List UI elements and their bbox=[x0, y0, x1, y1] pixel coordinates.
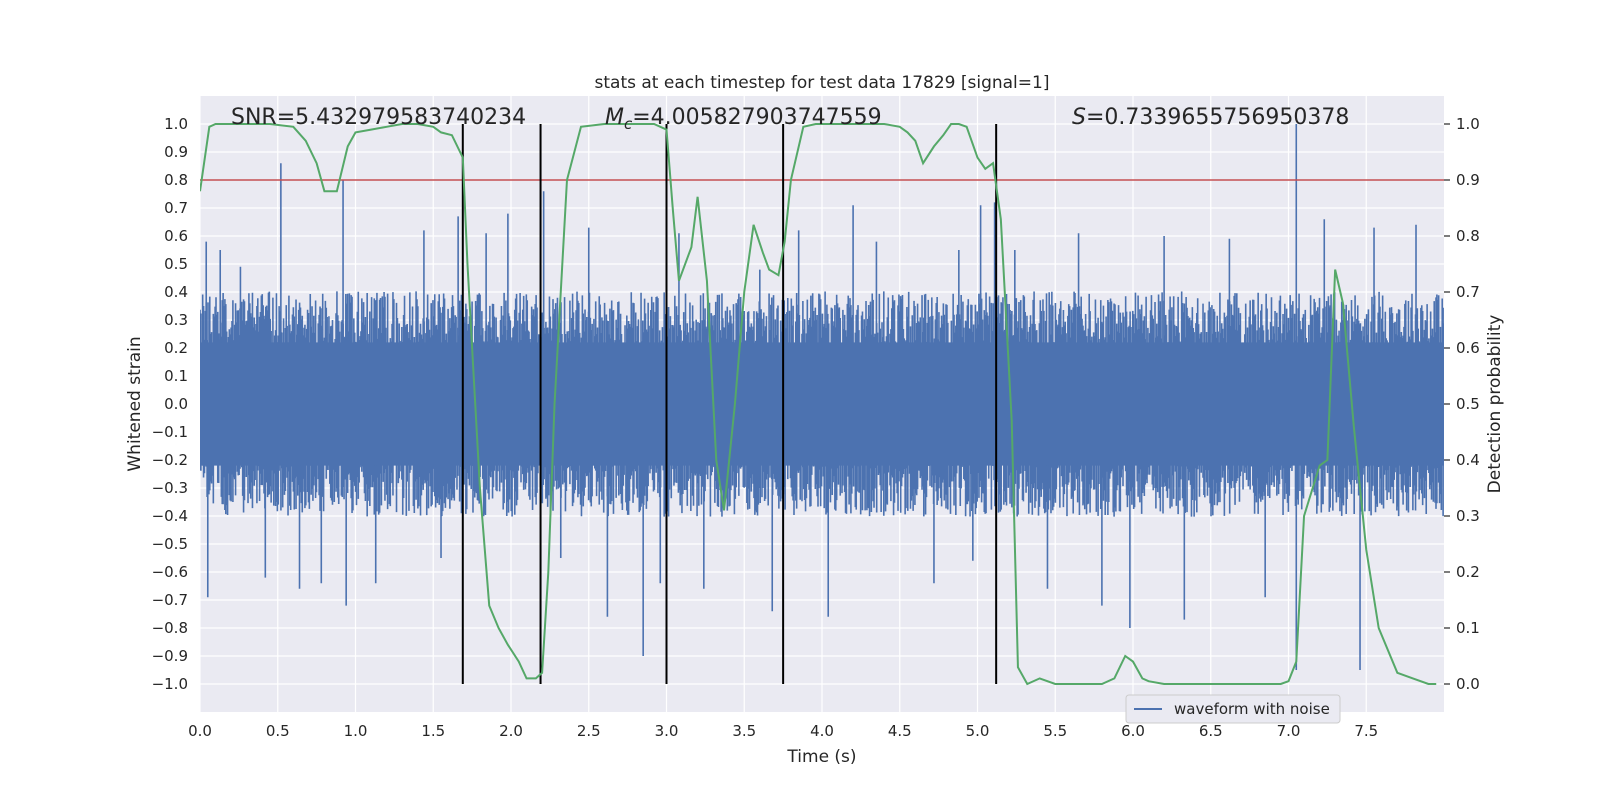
y-tick-label: 0.1 bbox=[164, 367, 188, 385]
y2-tick-label: 0.6 bbox=[1456, 339, 1480, 357]
y-tick-label: −0.7 bbox=[152, 591, 188, 609]
x-tick-label: 3.0 bbox=[655, 722, 679, 740]
x-tick-label: 5.0 bbox=[966, 722, 990, 740]
y2-tick-label: 0.1 bbox=[1456, 619, 1480, 637]
x-tick-label: 5.5 bbox=[1043, 722, 1067, 740]
x-tick-label: 6.5 bbox=[1199, 722, 1223, 740]
y2-tick-label: 0.4 bbox=[1456, 451, 1480, 469]
snr-annotation: SNR=5.432979583740234 bbox=[231, 105, 526, 130]
y2-tick-label: 0.7 bbox=[1456, 283, 1480, 301]
x-tick-label: 4.0 bbox=[810, 722, 834, 740]
x-tick-label: 0.5 bbox=[266, 722, 290, 740]
y2-axis-label: Detection probability bbox=[1485, 315, 1505, 494]
x-tick-label: 4.5 bbox=[888, 722, 912, 740]
y-tick-label: 0.7 bbox=[164, 199, 188, 217]
y-tick-label: 0.8 bbox=[164, 171, 188, 189]
y-tick-label: −0.9 bbox=[152, 647, 188, 665]
y-tick-label: −0.3 bbox=[152, 479, 188, 497]
y-tick-label: −0.4 bbox=[152, 507, 188, 525]
y2-tick-label: 0.2 bbox=[1456, 563, 1480, 581]
chart-title: stats at each timestep for test data 178… bbox=[595, 73, 1050, 93]
y2-tick-label: 0.0 bbox=[1456, 675, 1480, 693]
y-tick-label: −0.6 bbox=[152, 563, 188, 581]
y-tick-label: −0.8 bbox=[152, 619, 188, 637]
y-tick-label: −0.1 bbox=[152, 423, 188, 441]
detection-probability-line bbox=[200, 123, 1437, 686]
y2-tick-label: 0.5 bbox=[1456, 395, 1480, 413]
y-tick-label: 0.4 bbox=[164, 283, 188, 301]
y-tick-label: 0.0 bbox=[164, 395, 188, 413]
y-tick-label: 1.0 bbox=[164, 115, 188, 133]
x-tick-label: 0.0 bbox=[188, 722, 212, 740]
y2-tick-label: 0.9 bbox=[1456, 171, 1480, 189]
x-axis-ticks: 0.0 0.5 1.0 1.5 2.0 2.5 3.0 3.5 4.0 4.5 5.0 5.5 6.0 6… bbox=[188, 722, 1378, 740]
y-tick-label: −1.0 bbox=[152, 675, 188, 693]
y-tick-label: 0.6 bbox=[164, 227, 188, 245]
x-tick-label: 6.0 bbox=[1121, 722, 1145, 740]
y-axis-ticks: −1.0 −0.9 −0.8 −0.7 −0.6 −0.5 −0.4 −0.3 −0.2 −0.1… bbox=[152, 115, 188, 693]
x-tick-label: 7.0 bbox=[1277, 722, 1301, 740]
x-tick-label: 1.0 bbox=[344, 722, 368, 740]
y-tick-label: 0.2 bbox=[164, 339, 188, 357]
x-axis-label: Time (s) bbox=[786, 747, 856, 767]
y2-axis-ticks: 0.0 0.1 0.2 0.3 0.4 0.5 0.6 0.7 0.8 0.9 1.0 bbox=[1444, 115, 1480, 693]
y-tick-label: −0.5 bbox=[152, 535, 188, 553]
y-tick-label: 0.9 bbox=[164, 143, 188, 161]
y2-tick-label: 0.3 bbox=[1456, 507, 1480, 525]
legend-box bbox=[1125, 694, 1341, 724]
y-tick-label: −0.2 bbox=[152, 451, 188, 469]
waveform-core bbox=[200, 342, 1444, 466]
event-marker-lines bbox=[461, 124, 998, 684]
legend: waveform with noise bbox=[1125, 694, 1341, 724]
y2-tick-label: 1.0 bbox=[1456, 115, 1480, 133]
y-tick-label: 0.3 bbox=[164, 311, 188, 329]
y-axis-label: Whitened strain bbox=[125, 336, 145, 471]
waveform-noise-band bbox=[200, 291, 1444, 517]
y-tick-label: 0.5 bbox=[164, 255, 188, 273]
x-tick-label: 7.5 bbox=[1354, 722, 1378, 740]
x-tick-label: 1.5 bbox=[421, 722, 445, 740]
waveform-spikes bbox=[205, 124, 1417, 670]
x-tick-label: 3.5 bbox=[732, 722, 756, 740]
x-tick-label: 2.0 bbox=[499, 722, 523, 740]
y2-tick-label: 0.8 bbox=[1456, 227, 1480, 245]
chirp-mass-annotation: Mc=4.005827903747559 bbox=[605, 105, 882, 133]
spin-annotation: S=0.7339655756950378 bbox=[1072, 105, 1349, 130]
legend-label-waveform: waveform with noise bbox=[1174, 700, 1330, 718]
x-tick-label: 2.5 bbox=[577, 722, 601, 740]
